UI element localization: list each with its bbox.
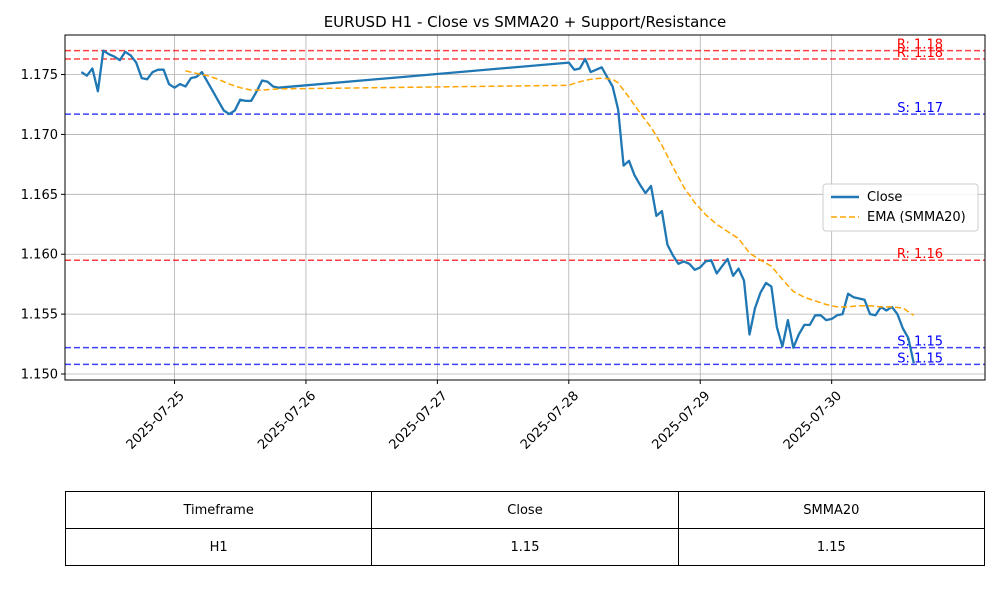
grid [65,35,985,380]
y-tick-label: 1.165 [21,188,58,203]
y-tick-label: 1.150 [21,368,58,383]
chart-canvas: EURUSD H1 - Close vs SMMA20 + Support/Re… [21,13,986,453]
chart-title: EURUSD H1 - Close vs SMMA20 + Support/Re… [324,13,727,31]
y-tick-label: 1.155 [21,308,58,323]
legend-box [822,183,979,232]
x-tick-label: 2025-07-29 [649,389,713,453]
table-header-cell: SMMA20 [677,491,986,529]
x-tick-label: 2025-07-26 [255,389,319,453]
legend-label-smma20: EMA (SMMA20) [867,210,966,225]
x-tick-label: 2025-07-25 [124,389,188,453]
table-cell-close: 1.15 [371,528,679,566]
y-tick-label: 1.175 [21,68,58,83]
support-label: S: 1.17 [897,101,943,116]
table-cell-timeframe: H1 [64,528,373,566]
plot-area-frame [64,34,986,381]
resistance-label: R: 1.16 [897,247,943,262]
close-price-line [80,49,915,364]
summary-table: Timeframe Close SMMA20 H1 1.15 1.15 [64,491,986,566]
table-header-row: Timeframe Close SMMA20 [64,491,986,529]
resistance-label: R: 1.18 [897,38,943,53]
smma20-line [185,70,915,316]
y-tick-label: 1.160 [21,248,58,263]
y-tick-label: 1.170 [21,128,58,143]
x-tick-label: 2025-07-30 [781,389,845,453]
resistance-label: R: 1.18 [897,46,943,61]
table-row: H1 1.15 1.15 [64,528,986,566]
x-tick-label: 2025-07-28 [518,389,582,453]
legend-label-close: Close [867,190,902,205]
support-label: S: 1.15 [897,335,943,350]
table-header-cell: Close [371,491,679,529]
legend: Close EMA (SMMA20) [822,183,979,232]
x-tick-label: 2025-07-27 [387,389,451,453]
support-resistance-lines: R: 1.18R: 1.18 R: 1.16 S: 1.17 S: 1.15S: 1.… [65,38,985,366]
table-header-cell: Timeframe [64,491,373,529]
axes: 1.150 1.155 1.160 1.165 1.170 1.175 2025-07-25… [21,68,845,453]
series-lines [80,49,915,364]
support-label: S: 1.15 [897,351,943,366]
table-cell-smma20: 1.15 [677,528,986,566]
